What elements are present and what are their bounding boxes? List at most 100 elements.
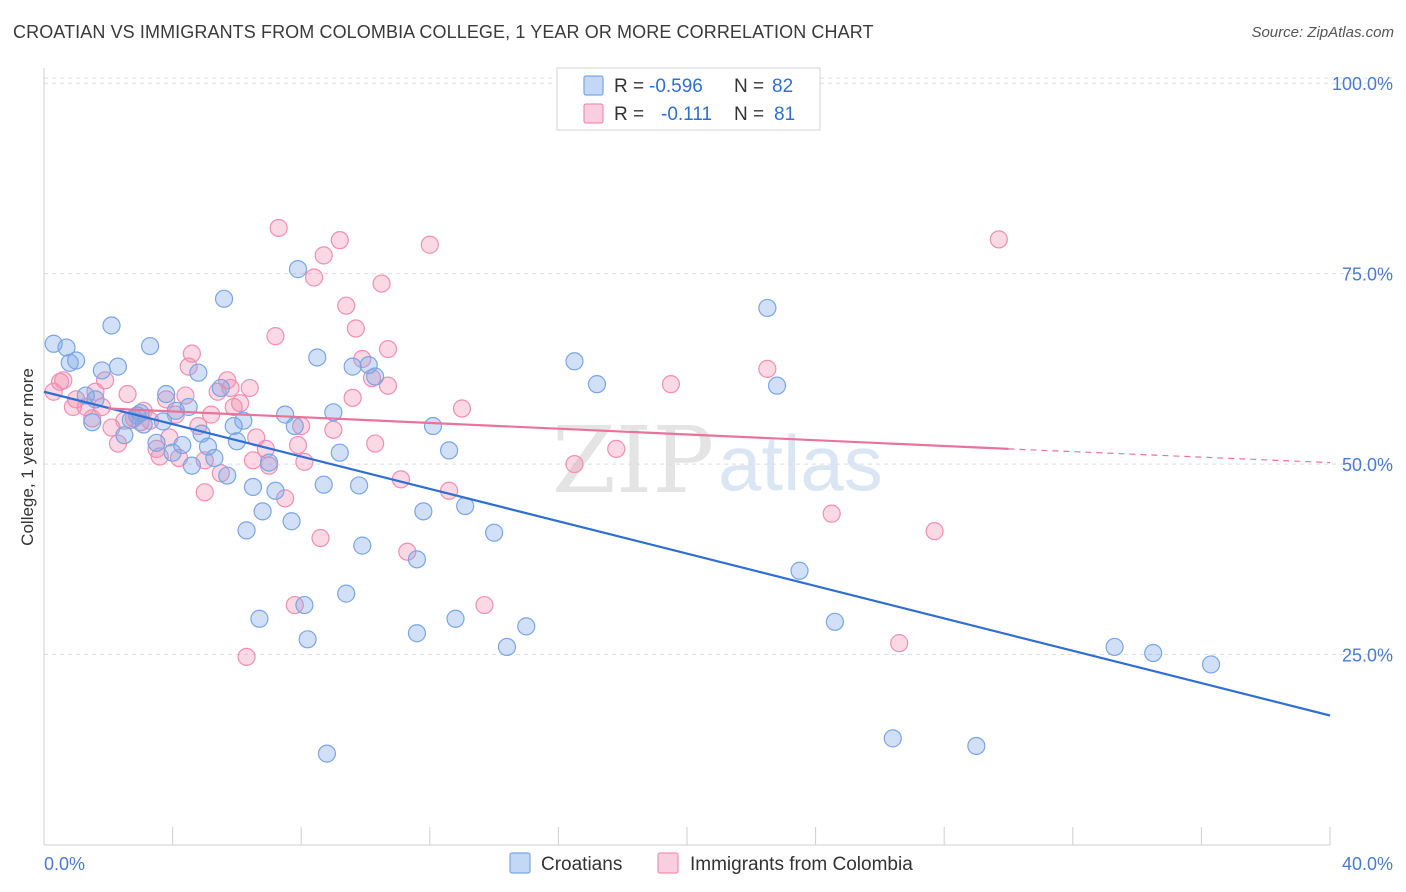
colombia-point [95, 371, 115, 390]
colombia-point [202, 405, 221, 424]
colombia-point [607, 439, 626, 458]
colombia-point [276, 489, 295, 508]
legend-swatch-croatians [583, 75, 604, 96]
croatians-point [76, 386, 95, 405]
croatians-point [140, 336, 160, 356]
croatians-point [205, 448, 224, 468]
colombia-point [565, 455, 584, 474]
colombia-point [304, 268, 324, 287]
croatians-point [517, 617, 536, 636]
legend-r-label-colombia: R = [614, 104, 644, 125]
croatians-point [308, 348, 327, 367]
colombia-point [269, 218, 288, 238]
croatians-point [182, 456, 201, 475]
colombia-point [343, 388, 362, 407]
y-tick-label: 25.0% [1342, 646, 1393, 666]
croatians-point [266, 481, 285, 500]
colombia-point [195, 483, 214, 502]
croatians-point [825, 612, 844, 631]
colombia-point [330, 231, 349, 250]
colombia-point [314, 246, 333, 265]
series-colombia-points [44, 218, 1008, 666]
watermark-zip: ZIP [552, 407, 714, 514]
croatians-point [565, 352, 584, 371]
colombia-point [372, 274, 391, 293]
legend-r-value-croatians: -0.596 [649, 76, 703, 97]
y-tick-label: 50.0% [1342, 455, 1393, 475]
y-tick-label: 100.0% [1332, 74, 1393, 94]
croatians-point [83, 413, 102, 432]
croatians-point [758, 298, 777, 318]
trend-line-colombia [108, 407, 1009, 450]
legend-n-value-colombia: 81 [774, 104, 795, 125]
colombia-point [346, 319, 365, 338]
croatians-point [237, 521, 256, 540]
colombia-point [176, 386, 195, 405]
watermark: ZIP atlas [552, 407, 883, 514]
croatians-point [967, 736, 986, 756]
legend-n-label-colombia: N = [734, 104, 764, 125]
colombia-point [989, 230, 1008, 249]
croatians-point [92, 361, 111, 380]
trend-line-colombia-extension [1008, 448, 1331, 464]
croatians-point [790, 561, 809, 580]
croatians-point [115, 426, 134, 445]
croatians-point [587, 375, 607, 394]
croatians-point [163, 443, 182, 462]
croatians-point [343, 357, 362, 376]
colombia-point [337, 296, 356, 315]
colombia-point [288, 435, 308, 455]
colombia-point [324, 420, 343, 439]
croatians-point [57, 338, 76, 357]
x-tick-label-max: 40.0% [1342, 854, 1393, 874]
colombia-point [378, 339, 398, 359]
colombia-point [475, 595, 494, 615]
croatians-point [250, 609, 269, 628]
colombia-point [890, 634, 909, 653]
croatians-point [317, 744, 337, 763]
croatians-point [337, 584, 356, 603]
croatians-point [253, 502, 272, 521]
croatians-point [330, 443, 349, 462]
colombia-point [231, 394, 250, 413]
y-tick-label: 75.0% [1342, 265, 1393, 285]
colombia-point [54, 371, 73, 390]
colombia-point [661, 375, 681, 394]
croatians-point [439, 441, 459, 460]
croatians-point [366, 367, 385, 386]
croatians-point [224, 416, 243, 436]
croatians-point [1144, 643, 1163, 663]
colombia-point [378, 376, 398, 395]
bottom-legend-swatch-croatians [509, 852, 531, 874]
colombia-point [221, 378, 240, 398]
croatians-point [1201, 655, 1221, 674]
croatians-point [214, 289, 234, 308]
croatians-point [211, 378, 230, 398]
y-tick-labels: 25.0% 50.0% 75.0% 100.0% [1332, 74, 1393, 665]
bottom-legend: Croatians Immigrants from Colombia [509, 852, 913, 875]
colombia-point [420, 235, 439, 254]
croatians-point [423, 416, 443, 436]
x-ticks [43, 827, 1331, 845]
y-axis-title: College, 1 year or more [18, 368, 37, 546]
croatians-point [147, 433, 166, 452]
colombia-point [266, 327, 285, 346]
source-label: Source: ZipAtlas.com [1251, 24, 1394, 41]
colombia-point [439, 481, 459, 500]
colombia-point [398, 542, 417, 561]
croatians-point [497, 637, 517, 657]
croatians-point [67, 351, 86, 370]
croatians-point [288, 260, 308, 279]
croatians-point [282, 512, 301, 531]
croatians-point [314, 475, 333, 494]
legend-r-label-croatians: R = [614, 76, 644, 97]
croatians-point [407, 550, 427, 569]
croatians-point [173, 435, 192, 455]
legend-n-value-croatians: 82 [772, 76, 793, 97]
colombia-point [452, 399, 472, 418]
colombia-point [285, 595, 304, 615]
colombia-point [237, 647, 256, 666]
croatians-point [102, 316, 121, 335]
colombia-point [240, 378, 259, 398]
